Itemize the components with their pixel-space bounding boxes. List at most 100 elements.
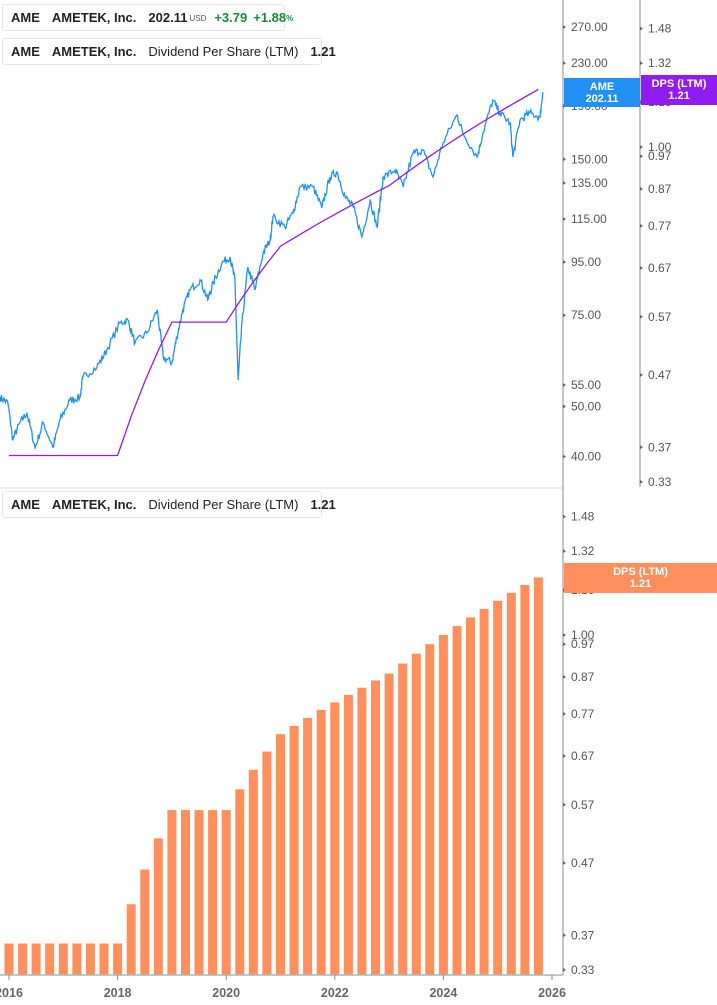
dps-line <box>9 88 539 457</box>
tick-mark <box>563 217 566 222</box>
dps-bar <box>72 943 82 975</box>
dps-bar <box>153 838 163 975</box>
dps-bar <box>506 592 516 975</box>
tick-mark <box>563 514 566 519</box>
dps-bar <box>303 717 313 975</box>
tick-mark <box>640 265 643 270</box>
dps-bar <box>99 943 109 975</box>
dps-bar <box>85 943 95 975</box>
dps-tick-label: 1.48 <box>648 22 672 36</box>
bar-y-tick-label: 1.00 <box>571 628 595 642</box>
badge-value: 1.21 <box>668 90 689 102</box>
tick-mark <box>640 223 643 228</box>
dps-tick-label: 0.57 <box>648 310 672 324</box>
dps-bar <box>221 810 231 975</box>
tick-mark <box>563 675 566 680</box>
bar-y-tick-label: 0.87 <box>571 670 595 684</box>
tick-mark <box>563 157 566 162</box>
dps-badge-top: DPS (LTM)1.21 <box>641 75 717 105</box>
tick-mark <box>563 180 566 185</box>
bar-y-tick-label: 1.32 <box>571 544 595 558</box>
dps-bar <box>18 943 28 975</box>
legend-pct-sign: % <box>286 14 294 23</box>
dps-tick-label: 0.47 <box>648 368 672 382</box>
tick-mark <box>563 711 566 716</box>
legend-company: AMETEK, Inc. <box>51 497 137 512</box>
badge-value: 202.11 <box>585 93 618 105</box>
x-tick-label: 2020 <box>212 986 240 1000</box>
tick-mark <box>563 454 566 459</box>
price-tick-label: 230.00 <box>571 56 608 70</box>
tick-mark <box>563 861 566 866</box>
tick-mark <box>640 145 643 149</box>
badge-value: 1.21 <box>630 578 651 590</box>
price-tick-label: 150.00 <box>571 152 608 166</box>
bar-y-tick-label: 0.47 <box>571 856 595 870</box>
tick-mark <box>563 382 566 387</box>
price-tick-label: 115.00 <box>571 212 607 226</box>
dps-bar <box>425 644 435 975</box>
tick-mark <box>640 26 643 31</box>
dps-bar <box>289 725 299 975</box>
tick-mark <box>563 633 566 637</box>
dps-bar <box>140 869 150 975</box>
dps-bar <box>357 687 367 975</box>
tick-mark <box>563 260 566 265</box>
dps-bar <box>452 626 462 975</box>
dps-tick-label: 0.87 <box>648 182 672 196</box>
tick-mark <box>563 61 566 66</box>
badge-label: DPS (LTM) <box>613 566 668 578</box>
price-line <box>0 92 544 451</box>
price-panel <box>0 88 544 457</box>
tick-mark <box>563 549 566 554</box>
dps-bar <box>45 943 55 975</box>
dps-bar <box>31 943 41 975</box>
dps-tick-label: 0.33 <box>648 475 672 489</box>
tick-mark <box>640 314 643 319</box>
tick-mark <box>563 313 566 318</box>
dps-bar <box>384 673 394 975</box>
price-tick-label: 270.00 <box>571 20 608 34</box>
tick-mark <box>640 187 643 192</box>
bar-y-tick-label: 0.67 <box>571 749 595 763</box>
dps-bar <box>466 617 475 975</box>
dps-tick-label: 0.67 <box>648 261 672 275</box>
dps-bar <box>181 810 190 975</box>
bar-y-tick-label: 0.77 <box>571 707 595 721</box>
price-tick-label: 95.00 <box>571 255 601 269</box>
price-tick-label: 135.00 <box>571 176 608 190</box>
price-tick-label: 40.00 <box>571 450 601 464</box>
tick-mark <box>563 404 566 409</box>
dps-bar <box>330 702 340 975</box>
badge-label: AME <box>590 81 614 93</box>
x-tick-label: 2024 <box>429 986 457 1000</box>
tick-mark <box>563 25 566 29</box>
dps-bar <box>208 810 218 975</box>
legend-metric: Dividend Per Share (LTM) <box>148 44 299 59</box>
dps-legend-top[interactable]: AME AMETEK, Inc. Dividend Per Share (LTM… <box>2 38 336 65</box>
dps-badge-bottom: DPS (LTM)1.21 <box>564 563 717 593</box>
tick-mark <box>640 154 643 159</box>
legend-currency: USD <box>189 14 207 23</box>
dps-bar <box>343 694 353 975</box>
dps-bar <box>493 600 503 975</box>
x-tick-label: 2022 <box>321 986 349 1000</box>
dps-tick-label: 0.37 <box>648 440 672 454</box>
dps-legend-bottom[interactable]: AME AMETEK, Inc. Dividend Per Share (LTM… <box>2 491 336 518</box>
dps-bar <box>411 653 421 975</box>
dps-tick-label: 0.97 <box>648 149 672 163</box>
dps-bar <box>126 904 136 975</box>
dps-bar <box>262 751 272 975</box>
legend-change-pct: +1.88 <box>253 10 287 25</box>
price-legend[interactable]: AME AMETEK, Inc. 202.11 USD +3.79 +1.88 … <box>2 4 293 31</box>
tick-mark <box>640 61 643 66</box>
legend-ticker: AME <box>11 44 40 59</box>
legend-ticker: AME <box>11 497 40 512</box>
dps-bar <box>520 585 530 975</box>
bar-y-tick-label: 1.48 <box>571 510 595 524</box>
dps-bar <box>4 943 14 975</box>
tick-mark <box>640 479 643 484</box>
dps-bar <box>398 663 408 975</box>
